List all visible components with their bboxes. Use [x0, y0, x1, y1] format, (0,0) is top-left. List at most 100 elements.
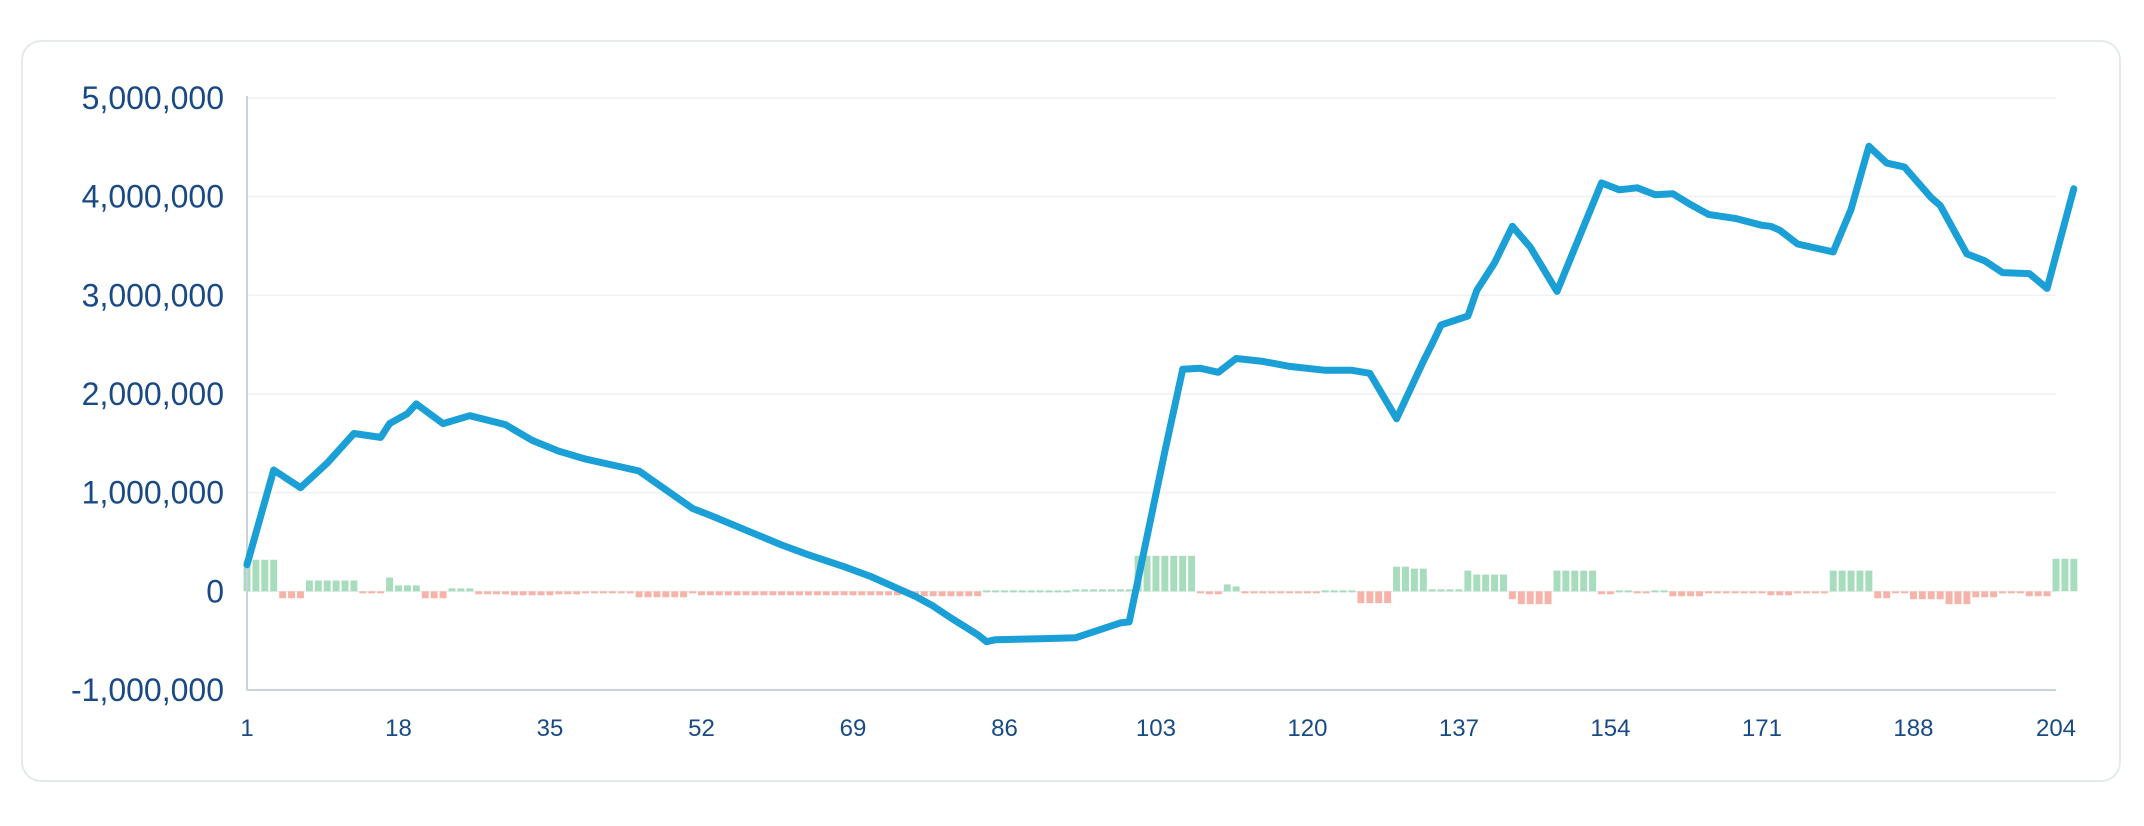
x-tick-label: 52: [688, 715, 715, 742]
change-bar: [395, 585, 402, 592]
change-bar: [938, 591, 946, 597]
change-bar: [1990, 591, 1998, 598]
change-bar: [715, 591, 723, 596]
change-bar: [1580, 570, 1588, 592]
change-bar: [1116, 589, 1124, 592]
change-bar: [2034, 591, 2042, 597]
change-bar: [573, 591, 581, 595]
change-bar: [582, 591, 590, 594]
change-bar: [1081, 589, 1089, 592]
change-bar: [519, 591, 527, 596]
change-bar: [1125, 589, 1133, 592]
y-tick-label: 4,000,000: [82, 179, 224, 215]
change-bar: [296, 591, 304, 599]
change-bar: [1740, 591, 1748, 594]
change-bar: [1909, 591, 1917, 600]
change-bar: [796, 591, 803, 596]
change-bar: [314, 580, 322, 592]
change-bar: [1847, 570, 1855, 592]
change-bar: [1571, 570, 1579, 592]
change-bar: [457, 588, 465, 592]
change-bar: [840, 591, 848, 596]
change-bar: [1508, 591, 1516, 600]
change-bar: [894, 591, 902, 596]
change-bar: [1642, 591, 1650, 594]
change-bar: [947, 591, 955, 597]
change-bar: [1936, 591, 1944, 600]
change-bar: [1811, 591, 1819, 594]
change-bar: [1018, 590, 1026, 593]
change-bar: [2016, 591, 2024, 594]
y-tick-label: 0: [206, 573, 224, 609]
change-bar: [1268, 591, 1276, 594]
change-bar: [1401, 566, 1409, 592]
change-bar: [377, 591, 385, 594]
change-bar: [1687, 591, 1695, 597]
x-tick-label: 188: [1893, 715, 1933, 742]
change-bar: [804, 591, 812, 596]
change-bar: [1107, 589, 1115, 592]
change-bar: [1517, 591, 1525, 605]
change-bar: [475, 591, 483, 595]
change-bar: [1197, 591, 1204, 594]
y-tick-label: 2,000,000: [82, 376, 224, 412]
change-bar: [1303, 591, 1311, 594]
change-bar: [2061, 558, 2069, 592]
change-bar: [1009, 590, 1017, 593]
change-bar: [1339, 590, 1347, 593]
change-bar: [849, 591, 857, 596]
change-bar: [1054, 590, 1062, 593]
change-bar: [555, 591, 563, 595]
change-bar: [1598, 591, 1605, 595]
change-bar: [1419, 568, 1427, 592]
change-bar: [1232, 586, 1240, 592]
change-bar: [466, 588, 474, 592]
change-bar: [1535, 591, 1543, 605]
change-bar: [1500, 574, 1507, 592]
change-bar: [1918, 591, 1926, 600]
change-bar: [537, 591, 545, 596]
change-bar: [1562, 570, 1570, 592]
change-bar: [760, 591, 768, 596]
change-bar: [252, 559, 260, 592]
change-bar: [421, 591, 429, 599]
change-bar: [1963, 591, 1971, 605]
change-bar: [626, 591, 634, 594]
change-bar: [448, 588, 456, 592]
x-tick-label: 35: [537, 715, 564, 742]
change-bar: [2007, 591, 2015, 594]
change-bar: [2025, 591, 2033, 597]
change-bar: [956, 591, 964, 597]
change-bar: [261, 559, 269, 592]
change-bar: [778, 591, 786, 596]
change-bar: [617, 591, 625, 594]
change-bar: [439, 591, 447, 599]
change-bar: [1161, 555, 1169, 592]
x-tick-label: 18: [385, 715, 412, 742]
change-bar: [1188, 555, 1196, 592]
y-tick-label: 5,000,000: [82, 80, 224, 116]
chart-card: [21, 40, 2121, 782]
y-tick-label: -1,000,000: [71, 672, 224, 708]
change-bar: [403, 585, 411, 592]
x-tick-label: 171: [1742, 715, 1782, 742]
change-bar: [1838, 570, 1846, 592]
change-bar: [412, 585, 420, 592]
change-bar: [751, 591, 759, 596]
change-bar: [1678, 591, 1686, 597]
change-bar: [1384, 591, 1392, 604]
change-bar: [1856, 570, 1864, 592]
change-bar: [1954, 591, 1962, 605]
change-bar: [599, 591, 607, 594]
change-bar: [1776, 591, 1784, 596]
change-bar: [493, 591, 500, 595]
change-bar: [510, 591, 518, 596]
x-tick-label: 120: [1287, 715, 1327, 742]
change-bar: [1410, 568, 1418, 592]
change-bar: [1785, 591, 1793, 596]
change-bar: [1170, 555, 1178, 592]
x-tick-label: 103: [1136, 715, 1176, 742]
change-bar: [1205, 591, 1213, 595]
change-bar: [1892, 591, 1900, 594]
